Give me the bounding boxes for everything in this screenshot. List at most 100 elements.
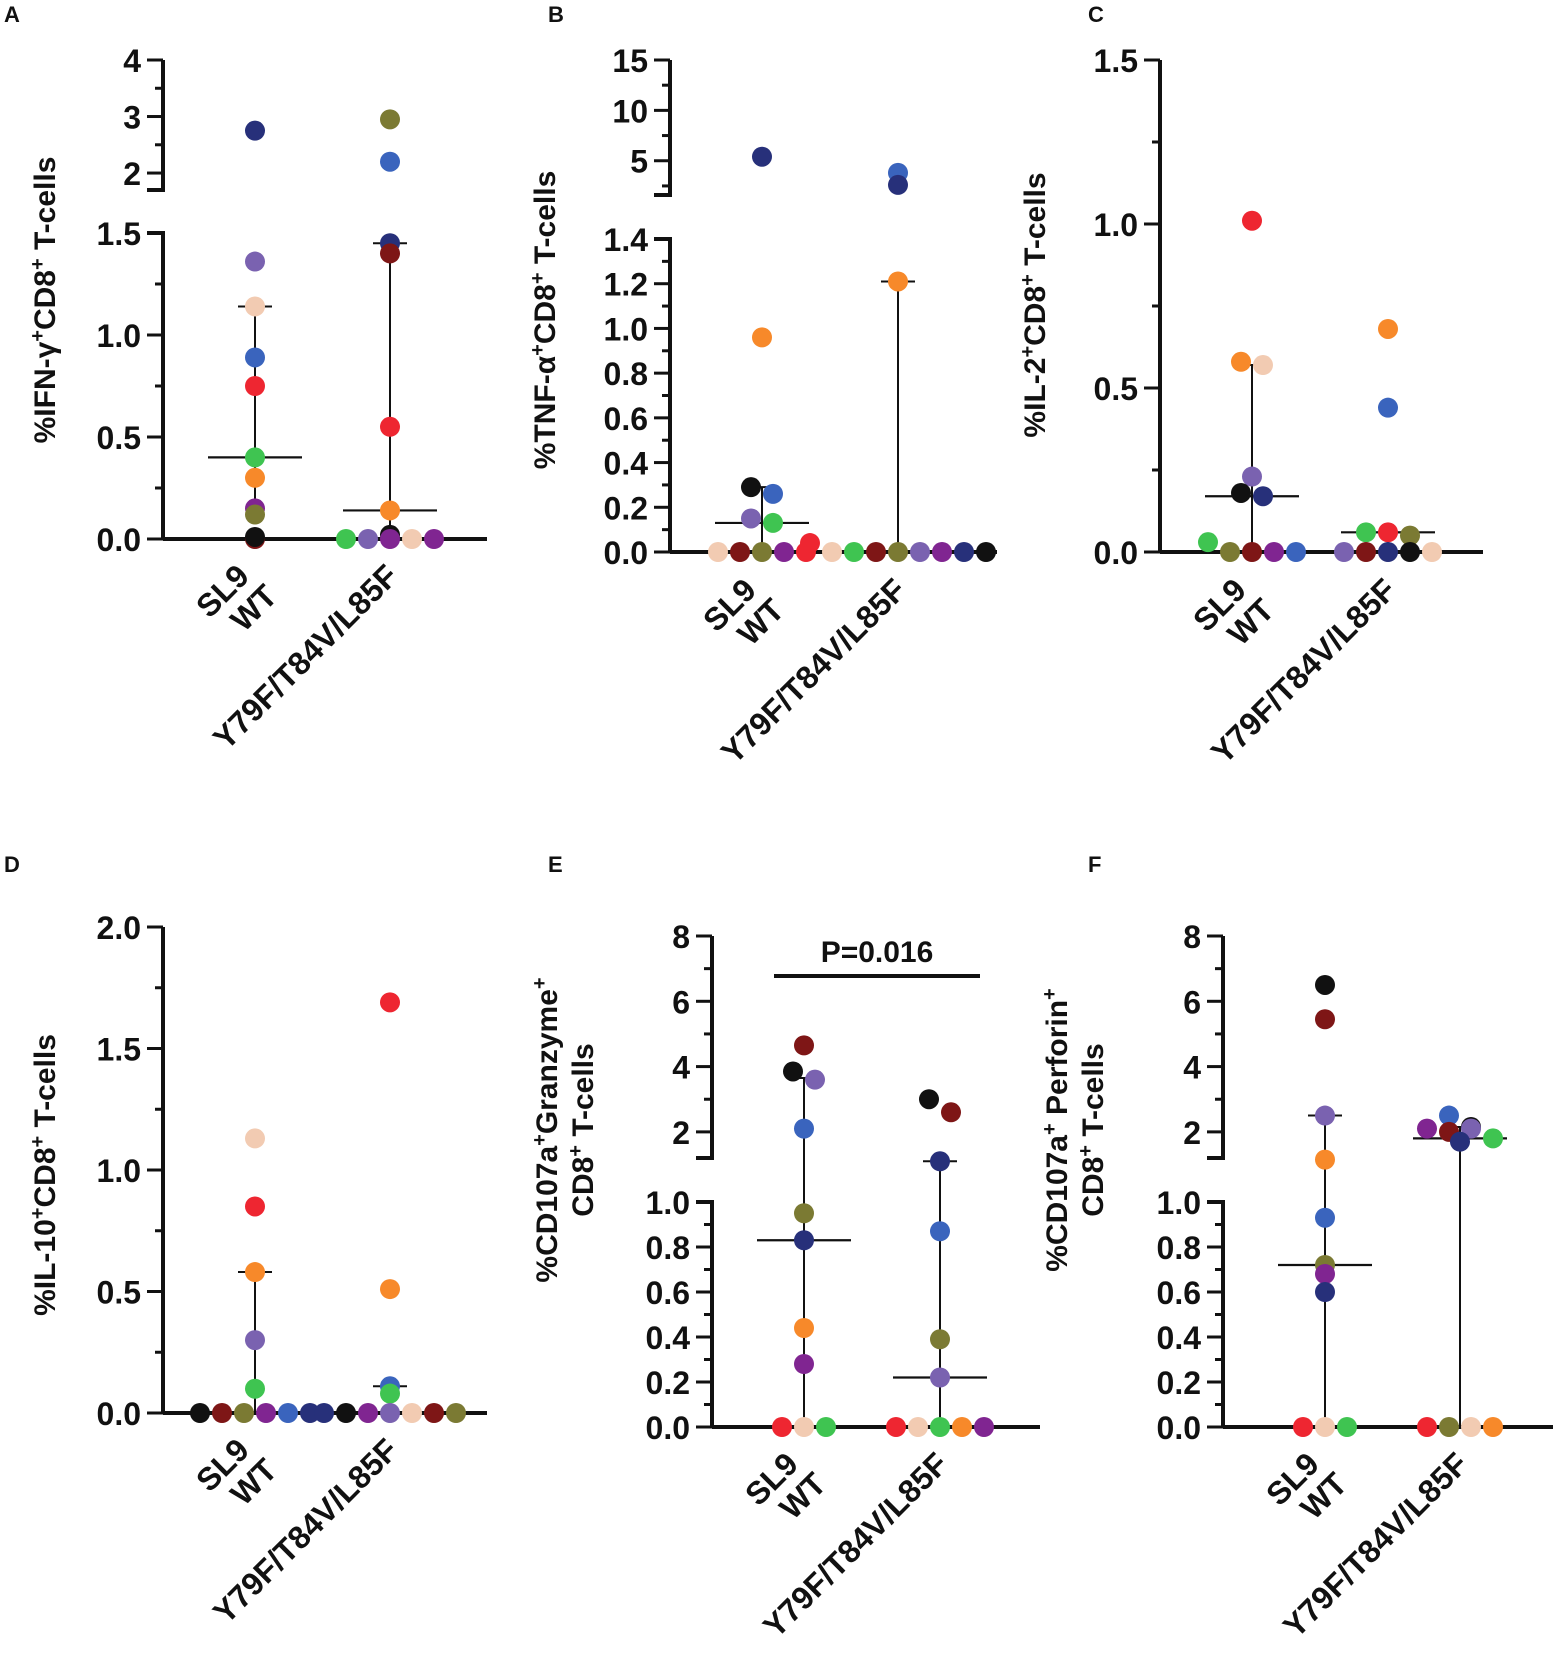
- y-tick-label: 15: [612, 43, 648, 79]
- data-point: [1450, 1131, 1470, 1152]
- data-point: [380, 1403, 400, 1423]
- data-point: [794, 1118, 814, 1139]
- y-tick-label: 0.4: [604, 446, 649, 482]
- data-point: [794, 1318, 814, 1338]
- data-point: [245, 1378, 265, 1399]
- data-point: [886, 1417, 906, 1437]
- data-point: [1378, 397, 1398, 418]
- data-point: [1400, 542, 1420, 562]
- data-point: [1378, 542, 1398, 562]
- data-point: [774, 542, 794, 562]
- y-tick-label: 0.2: [646, 1365, 690, 1401]
- data-point: [908, 1417, 928, 1437]
- y-tick-label: 1.0: [97, 1153, 141, 1189]
- panel-A-letter: A: [4, 2, 20, 27]
- data-point: [1231, 351, 1251, 372]
- data-point: [424, 1403, 444, 1423]
- panel-F-letter: F: [1088, 852, 1101, 877]
- y-tick-label: 0.8: [646, 1230, 690, 1266]
- y-tick-label: 0.0: [97, 522, 141, 558]
- data-point: [278, 1403, 298, 1423]
- data-point: [919, 1089, 939, 1110]
- panel-C-chart: C 0.00.51.01.5%IL-2+CD8+ T-cellsSL9WTY79…: [1017, 2, 1483, 771]
- y-tick-label: 0.0: [1157, 1410, 1201, 1446]
- y-tick-label: 2: [1183, 1115, 1201, 1151]
- data-point: [1220, 542, 1240, 562]
- y-tick-label: 0.0: [604, 535, 648, 571]
- data-point: [708, 542, 728, 562]
- data-point: [256, 1403, 276, 1423]
- data-point: [1422, 542, 1442, 562]
- data-point: [1264, 542, 1284, 562]
- y-axis-label-line1: %CD107a+Granzyme+: [529, 977, 564, 1282]
- data-point: [1461, 1118, 1481, 1139]
- y-tick-label: 5: [630, 144, 648, 180]
- y-tick-label: 0.2: [604, 490, 648, 526]
- y-tick-label: 2: [123, 156, 141, 192]
- data-point: [380, 1383, 400, 1404]
- data-point: [941, 1102, 961, 1123]
- data-point: [1315, 1105, 1335, 1126]
- y-tick-label: 1.5: [1094, 43, 1138, 79]
- data-point: [1400, 525, 1420, 546]
- y-axis-label: %IFN-γ+CD8+ T-cells: [27, 157, 62, 444]
- data-point: [866, 542, 886, 562]
- data-point: [446, 1403, 466, 1423]
- data-point: [930, 1417, 950, 1437]
- data-point: [245, 1128, 265, 1149]
- y-tick-label: 0.0: [97, 1396, 141, 1432]
- data-point: [358, 529, 378, 549]
- data-point: [300, 1403, 320, 1423]
- y-tick-label: 0.2: [1157, 1365, 1201, 1401]
- data-point: [816, 1417, 836, 1437]
- y-tick-label: 1.5: [97, 1032, 141, 1068]
- data-point: [190, 1403, 210, 1423]
- y-tick-label: 0.6: [604, 401, 648, 437]
- panel-D-letter: D: [4, 852, 20, 877]
- data-point: [380, 1279, 400, 1300]
- panel-D-chart: D 0.00.51.01.52.0%IL-10+CD8+ T-cellsSL9W…: [4, 852, 487, 1631]
- data-point: [245, 1196, 265, 1217]
- data-point: [930, 1151, 950, 1172]
- y-tick-label: 2: [672, 1115, 690, 1151]
- y-tick-label: 0.4: [1157, 1320, 1202, 1356]
- data-point: [358, 1403, 378, 1423]
- data-point: [752, 542, 772, 562]
- data-point: [245, 1262, 265, 1283]
- data-point: [380, 109, 400, 130]
- data-point: [1356, 542, 1376, 562]
- y-tick-label: 1.5: [97, 216, 141, 252]
- data-point: [730, 542, 750, 562]
- y-tick-label: 6: [1183, 984, 1201, 1020]
- data-point: [1439, 1417, 1459, 1437]
- data-point: [1461, 1417, 1481, 1437]
- data-point: [952, 1417, 972, 1437]
- data-point: [932, 542, 952, 562]
- data-point: [245, 1330, 265, 1351]
- data-point: [1439, 1105, 1459, 1126]
- data-point: [844, 542, 864, 562]
- data-point: [794, 1417, 814, 1437]
- data-point: [794, 1230, 814, 1251]
- data-point: [741, 477, 761, 498]
- data-point: [402, 529, 422, 549]
- data-point: [380, 529, 400, 549]
- data-point: [314, 1403, 334, 1423]
- data-point: [800, 533, 820, 554]
- data-point: [245, 467, 265, 488]
- data-point: [1315, 974, 1335, 995]
- data-point: [783, 1061, 803, 1082]
- data-point: [976, 542, 996, 562]
- data-point: [1198, 532, 1218, 553]
- y-tick-label: 1.2: [604, 267, 648, 303]
- y-tick-label: 1.0: [1157, 1185, 1201, 1221]
- data-point: [1315, 1207, 1335, 1228]
- data-point: [1337, 1417, 1357, 1437]
- data-point: [1417, 1118, 1437, 1139]
- data-point: [1483, 1128, 1503, 1149]
- data-point: [336, 529, 356, 549]
- y-tick-label: 0.8: [1157, 1230, 1201, 1266]
- data-point: [888, 542, 908, 562]
